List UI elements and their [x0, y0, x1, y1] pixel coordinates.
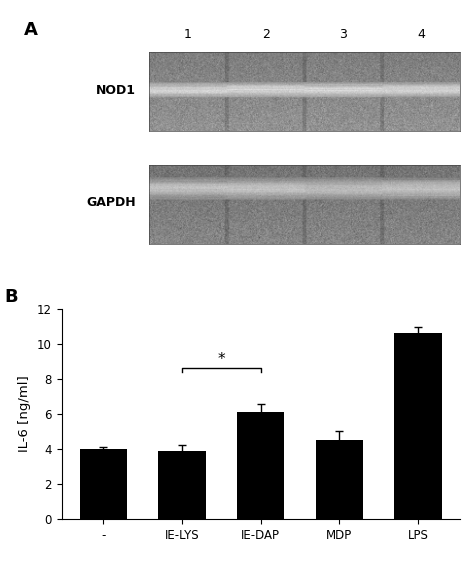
Bar	[316, 440, 363, 519]
Bar	[80, 449, 127, 519]
Bar	[158, 451, 206, 519]
Text: *: *	[218, 352, 225, 367]
Text: 1: 1	[184, 28, 192, 40]
Text: GAPDH: GAPDH	[86, 196, 136, 209]
Text: NOD1: NOD1	[96, 84, 136, 97]
Bar	[237, 413, 284, 519]
Text: 4: 4	[417, 28, 425, 40]
Text: A: A	[24, 21, 37, 39]
Y-axis label: IL-6 [ng/ml]: IL-6 [ng/ml]	[18, 376, 31, 452]
Text: 2: 2	[262, 28, 270, 40]
Text: B: B	[4, 288, 18, 306]
Text: 3: 3	[339, 28, 347, 40]
Bar	[394, 334, 442, 519]
